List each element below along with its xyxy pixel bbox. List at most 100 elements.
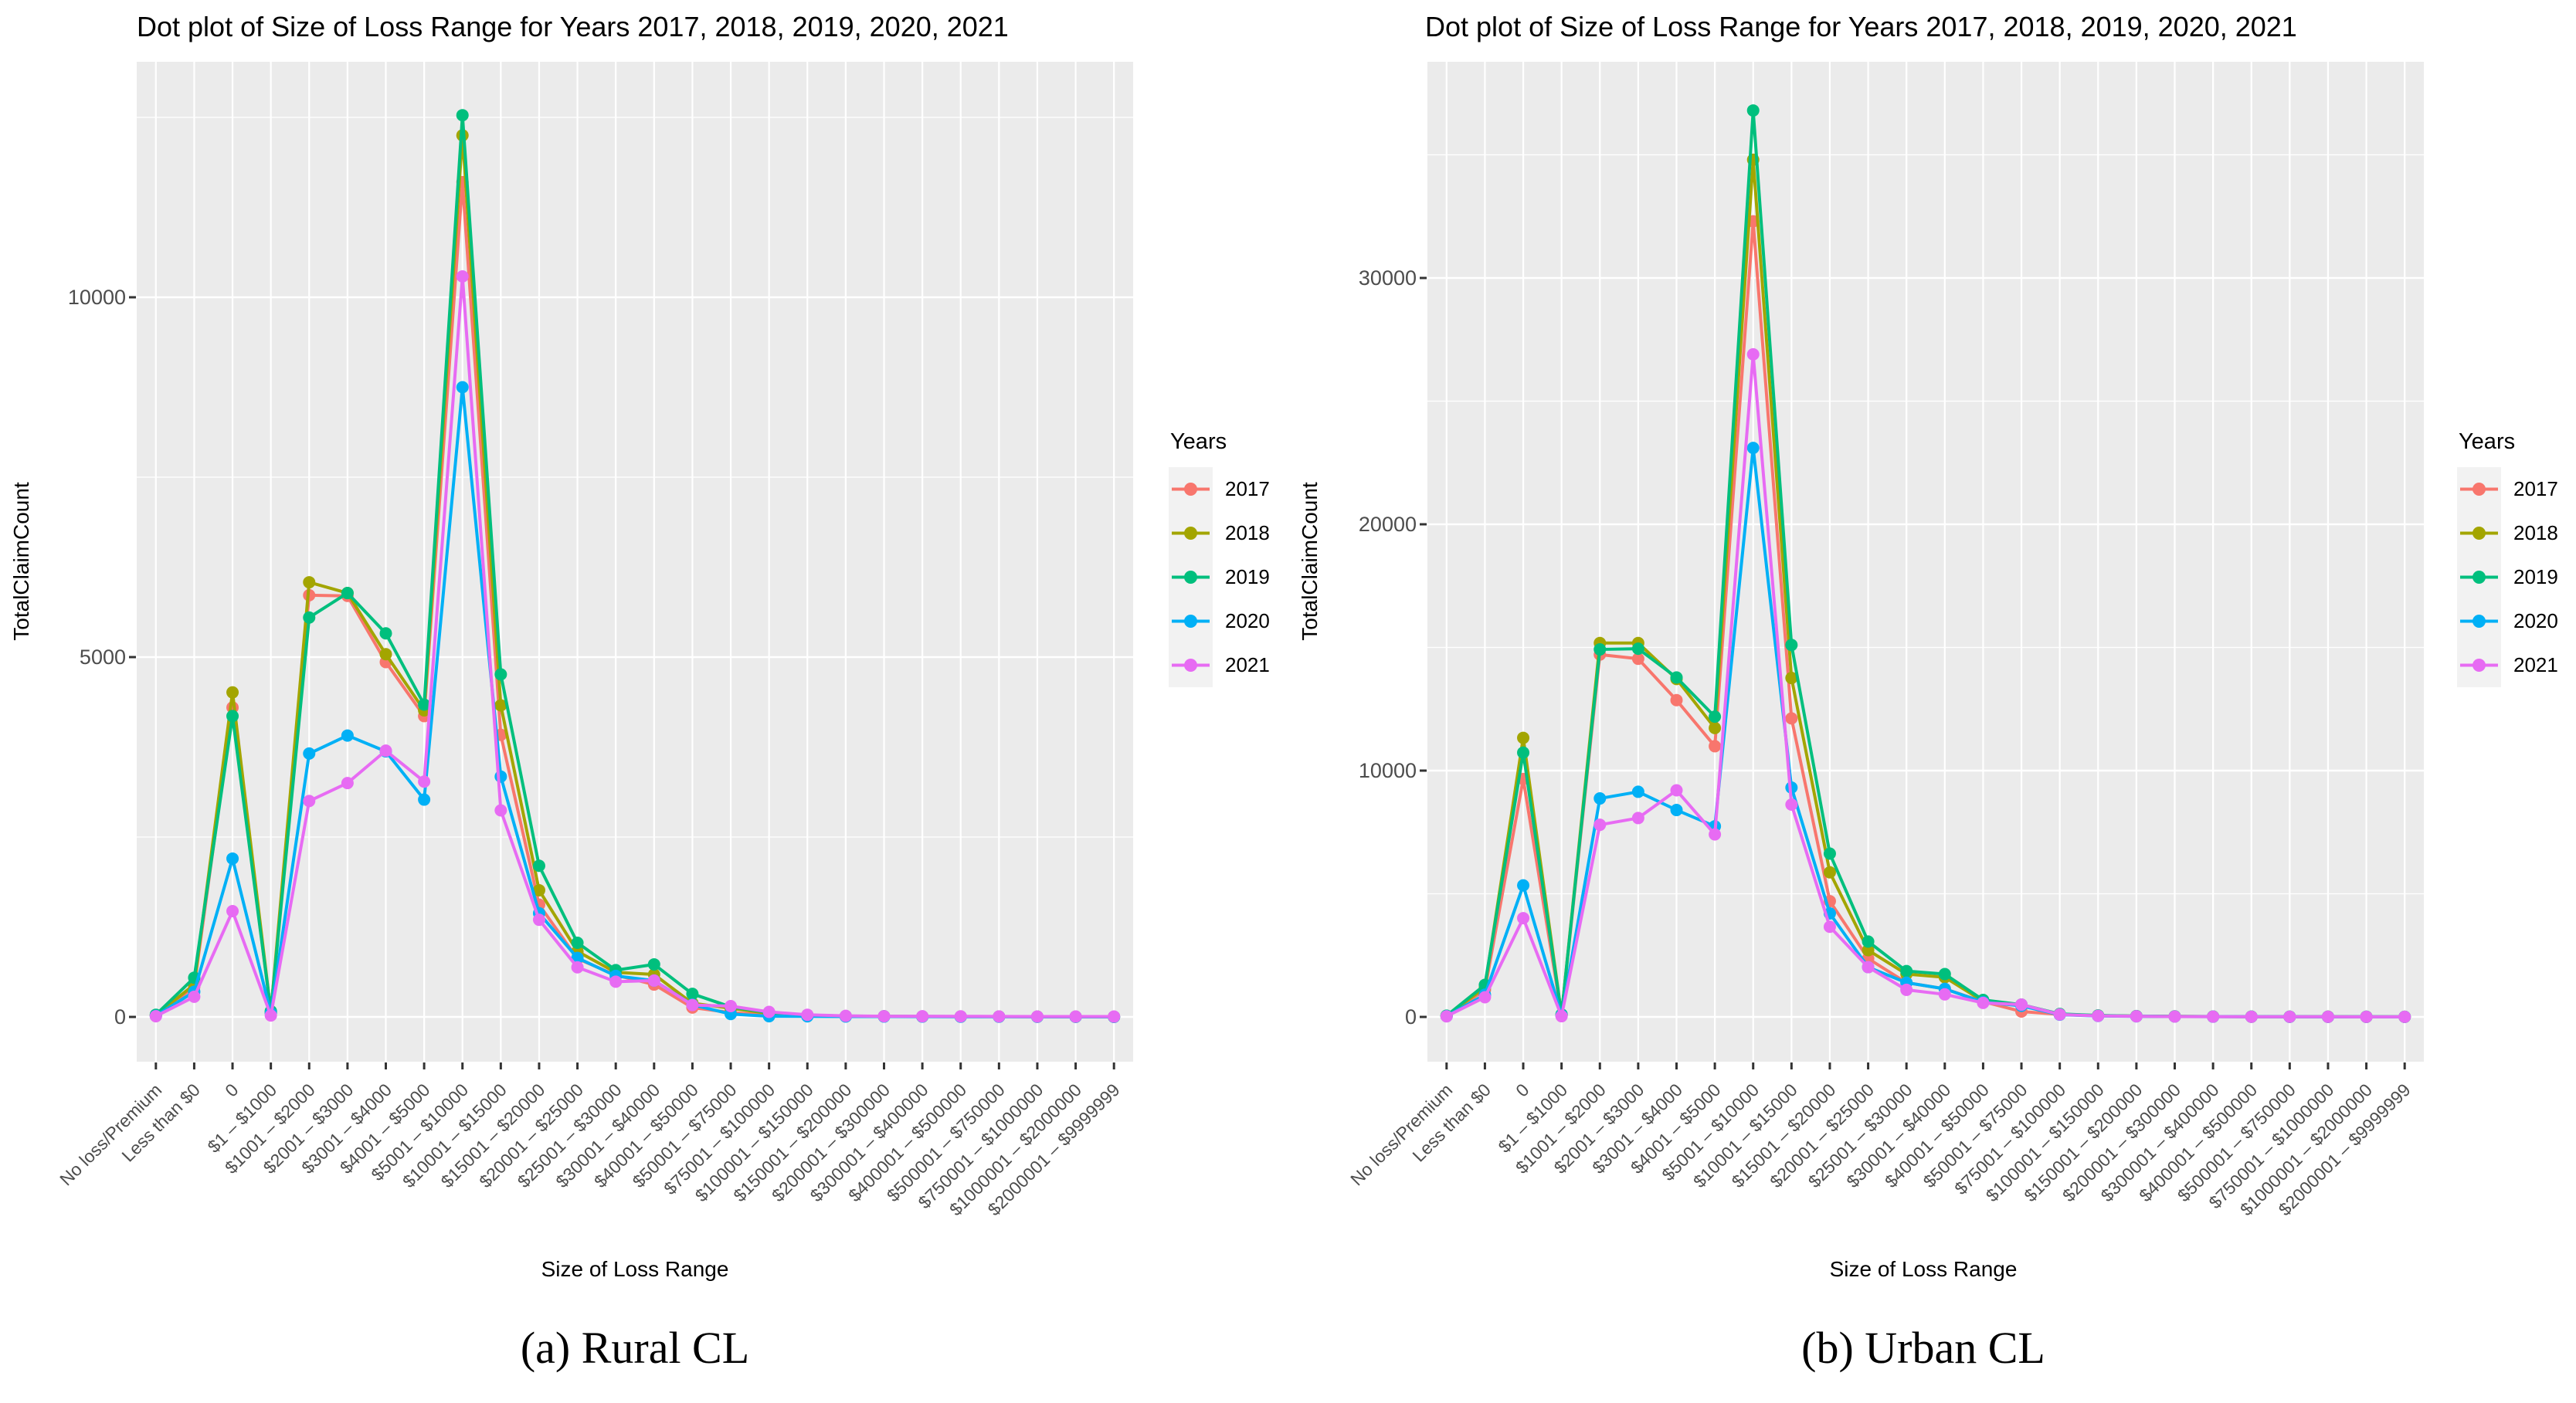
series-line-2021 (154, 274, 1115, 1018)
data-point (1823, 920, 1836, 934)
y-tick-label: 5000 (80, 646, 126, 669)
legend-key-icon (1169, 467, 1213, 511)
data-point (456, 269, 469, 283)
data-point (1900, 964, 1913, 978)
data-point (379, 627, 392, 640)
data-point (226, 904, 239, 917)
legend-urban: Years 2017 2018 2019 2020 2021 (2457, 429, 2558, 687)
data-point (2092, 1009, 2105, 1022)
data-point (2053, 1008, 2066, 1021)
data-point (1517, 731, 1530, 744)
legend-dot-icon (2472, 571, 2486, 584)
data-point (1709, 710, 1722, 724)
legend-key-icon (2457, 599, 2501, 643)
legend-label: 2017 (1225, 477, 1270, 500)
data-point (1709, 740, 1722, 753)
data-point (1631, 642, 1644, 656)
data-point (609, 975, 623, 988)
legend-label: 2020 (2513, 609, 2558, 632)
gridlines (1427, 62, 2424, 1062)
legend-key-icon (1169, 643, 1213, 687)
data-point (226, 710, 239, 723)
data-point (1938, 968, 1951, 981)
legend-item: 2018 (2457, 511, 2558, 555)
legend-key-icon (1169, 599, 1213, 643)
data-point (1709, 828, 1722, 841)
data-point (1670, 784, 1683, 797)
data-point (954, 1010, 967, 1023)
legend-label: 2018 (2513, 521, 2558, 544)
legend-label: 2019 (2513, 565, 2558, 588)
data-point (1785, 798, 1798, 812)
data-point (226, 852, 239, 865)
data-point (1823, 866, 1836, 879)
data-point (1670, 693, 1683, 707)
legend-item: 2017 (2457, 467, 2558, 511)
data-point (647, 957, 660, 971)
data-point (379, 648, 392, 661)
data-point (1478, 991, 1492, 1004)
data-point (2015, 998, 2028, 1012)
chart-title: Dot plot of Size of Loss Range for Years… (1425, 11, 2297, 42)
data-point (1631, 785, 1644, 798)
data-point (226, 686, 239, 699)
x-axis-title: Size of Loss Range (1829, 1257, 2018, 1281)
data-point (1670, 804, 1683, 817)
data-point (1938, 988, 1951, 1001)
legend-label: 2018 (1225, 521, 1270, 544)
x-axis-title: Size of Loss Range (541, 1257, 729, 1281)
legend-dot-icon (2472, 615, 2486, 628)
legend-item: 2020 (2457, 599, 2558, 643)
data-point (1593, 643, 1607, 656)
data-point (2245, 1010, 2258, 1023)
data-point (456, 109, 469, 122)
gridlines (137, 62, 1133, 1062)
data-point (2130, 1010, 2143, 1023)
legend-dot-icon (1184, 659, 1197, 672)
legend-dot-icon (1184, 483, 1197, 496)
legend-item: 2020 (1169, 599, 1270, 643)
data-point (418, 698, 431, 711)
data-point (1517, 879, 1530, 892)
legend-label: 2020 (1225, 609, 1270, 632)
subfigure-urban-cl: Dot plot of Size of Loss Range for Years… (1288, 0, 2576, 1403)
subfigure-caption: (a) Rural CL (520, 1323, 750, 1373)
x-tick-label: 0 (221, 1079, 242, 1100)
legend-dot-icon (1184, 615, 1197, 628)
data-point (993, 1010, 1006, 1023)
data-point (494, 699, 507, 712)
data-point (303, 795, 316, 808)
data-point (418, 793, 431, 806)
data-point (877, 1010, 891, 1023)
legend-key-icon (2457, 555, 2501, 599)
data-point (1977, 996, 1990, 1009)
data-point (571, 961, 584, 974)
data-point (1900, 983, 1913, 996)
legend-label: 2017 (2513, 477, 2558, 500)
data-point (418, 775, 431, 788)
data-point (494, 804, 507, 817)
data-point (839, 1009, 852, 1022)
y-tick-label: 10000 (1359, 759, 1417, 782)
data-point (1631, 652, 1644, 666)
data-point (1069, 1010, 1082, 1023)
legend-item: 2021 (1169, 643, 1270, 687)
legend-dot-icon (1184, 571, 1197, 584)
y-tick-label: 20000 (1359, 513, 1417, 536)
legend-key-icon (1169, 511, 1213, 555)
data-point (2168, 1010, 2181, 1023)
data-point (2321, 1010, 2334, 1023)
data-point (456, 381, 469, 394)
data-point (762, 1005, 776, 1018)
legend-item: 2021 (2457, 643, 2558, 687)
x-tick-label: 0 (1512, 1079, 1532, 1100)
legend-title: Years (1170, 429, 1227, 454)
legend-item: 2019 (2457, 555, 2558, 599)
data-point (1746, 104, 1760, 117)
data-point (1555, 1010, 1568, 1023)
legend-key-icon (2457, 511, 2501, 555)
data-point (1785, 712, 1798, 725)
data-point (303, 576, 316, 589)
data-point (341, 777, 354, 790)
